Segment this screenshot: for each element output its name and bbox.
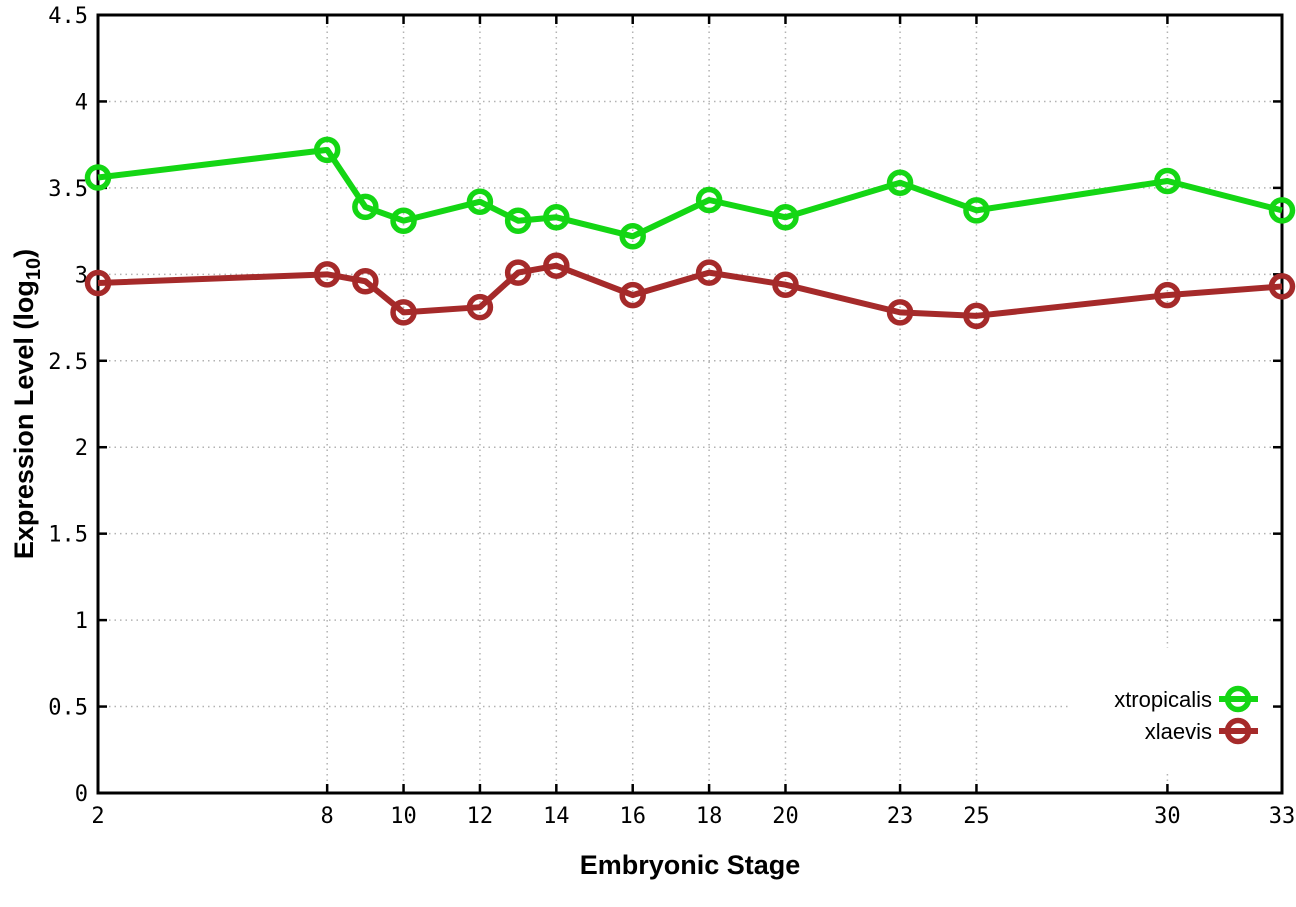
x-tick-label: 30 — [1154, 804, 1181, 829]
data-point-xlaevis — [466, 293, 494, 321]
series-line-xtropicalis — [97, 146, 1283, 240]
x-tick-label: 12 — [467, 804, 494, 829]
plot-border — [96, 13, 1284, 795]
data-point-xlaevis — [963, 302, 990, 330]
x-tick-label: 10 — [390, 804, 417, 829]
x-axis-label: Embryonic Stage — [580, 850, 801, 880]
y-tick-label: 2.5 — [48, 350, 88, 375]
x-tick-label: 2 — [91, 804, 104, 829]
data-point-xlaevis — [313, 261, 341, 288]
y-tick-label: 1 — [75, 609, 88, 634]
legend-label-xlaevis: xlaevis — [1145, 719, 1212, 744]
data-point-xlaevis — [352, 267, 379, 295]
y-tick-label: 0.5 — [48, 696, 88, 721]
data-point-xtropicalis — [695, 186, 723, 214]
x-tick-label: 33 — [1269, 804, 1296, 829]
legend-label-xtropicalis: xtropicalis — [1114, 687, 1212, 712]
x-tick-label: 25 — [963, 804, 990, 829]
y-tick-label: 1.5 — [48, 523, 88, 548]
y-tick-label: 4.5 — [48, 4, 88, 29]
data-point-xlaevis — [543, 252, 570, 279]
x-tick-label: 18 — [696, 804, 723, 829]
data-point-xtropicalis — [543, 204, 570, 231]
legend-sample-marker-xlaevis — [1224, 717, 1252, 745]
data-point-xlaevis — [695, 259, 723, 286]
data-point-xtropicalis — [963, 197, 990, 224]
data-point-xtropicalis — [352, 193, 379, 221]
data-point-xtropicalis — [390, 207, 417, 234]
tick-labels: 2 8 10 12 14 16 18 20 23 25 30 33 0 0.5 1 1.5 2 2.5 3 3.5 4 4… — [48, 4, 1295, 829]
x-tick-label: 8 — [321, 804, 334, 829]
y-axis-label-subscript: 10 — [23, 258, 45, 280]
y-axis-label-close: ) — [9, 249, 39, 258]
data-point-xtropicalis — [466, 188, 494, 215]
x-tick-label: 14 — [543, 804, 570, 829]
data-point-xlaevis — [886, 299, 914, 326]
data-point-xlaevis — [390, 299, 417, 326]
data-point-xlaevis — [504, 259, 532, 286]
data-point-xlaevis — [772, 271, 799, 298]
x-tick-label: 23 — [887, 804, 914, 829]
y-axis-label: Expression Level (log10) — [9, 249, 45, 559]
data-point-xtropicalis — [504, 207, 532, 234]
data-point-xtropicalis — [1268, 197, 1296, 224]
data-point-xlaevis — [619, 281, 646, 309]
data-point-xtropicalis — [619, 223, 646, 250]
legend-sample-marker-xtropicalis — [1224, 685, 1252, 713]
data-point-xtropicalis — [772, 204, 799, 231]
data-point-xtropicalis — [1154, 167, 1181, 195]
y-tick-label: 4 — [75, 90, 88, 115]
data-point-xtropicalis — [886, 169, 914, 196]
plot-frame — [96, 13, 1284, 795]
x-tick-label: 20 — [772, 804, 799, 829]
data-point-xtropicalis — [313, 136, 341, 164]
legend: xtropicalis xlaevis — [1114, 685, 1258, 745]
y-tick-label: 3 — [75, 263, 88, 288]
y-tick-label: 2 — [75, 436, 88, 461]
y-tick-label: 0 — [75, 782, 88, 807]
data-point-xtropicalis — [84, 164, 112, 191]
data-point-xlaevis — [1268, 273, 1296, 300]
y-tick-label: 3.5 — [48, 177, 88, 202]
series-layer — [84, 136, 1296, 330]
data-point-xlaevis — [84, 269, 112, 297]
x-tick-label: 16 — [619, 804, 646, 829]
series-line-xlaevis — [97, 262, 1283, 319]
data-point-xlaevis — [1154, 281, 1181, 309]
y-axis-label-main: Expression Level (log — [9, 280, 39, 559]
